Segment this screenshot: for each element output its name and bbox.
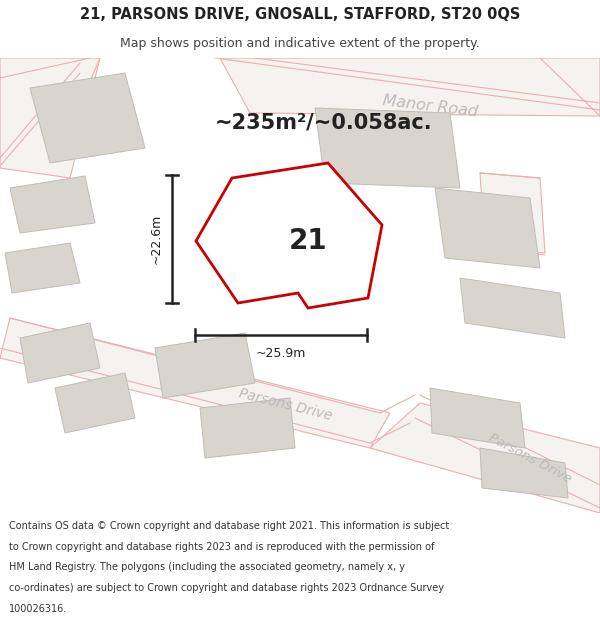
Polygon shape (220, 58, 600, 116)
Text: to Crown copyright and database rights 2023 and is reproduced with the permissio: to Crown copyright and database rights 2… (9, 541, 434, 551)
Polygon shape (30, 73, 145, 163)
Text: co-ordinates) are subject to Crown copyright and database rights 2023 Ordnance S: co-ordinates) are subject to Crown copyr… (9, 583, 444, 593)
Text: Manor Road: Manor Road (382, 92, 478, 119)
Polygon shape (370, 403, 600, 513)
Polygon shape (55, 373, 135, 433)
Polygon shape (480, 448, 568, 498)
Text: HM Land Registry. The polygons (including the associated geometry, namely x, y: HM Land Registry. The polygons (includin… (9, 562, 405, 572)
Polygon shape (200, 398, 295, 458)
Polygon shape (5, 243, 80, 293)
Polygon shape (435, 188, 540, 268)
Text: ~25.9m: ~25.9m (256, 347, 306, 360)
Polygon shape (10, 176, 95, 233)
Polygon shape (155, 333, 255, 398)
Polygon shape (0, 58, 100, 178)
Polygon shape (460, 278, 565, 338)
Polygon shape (0, 318, 390, 448)
Text: Contains OS data © Crown copyright and database right 2021. This information is : Contains OS data © Crown copyright and d… (9, 521, 449, 531)
Polygon shape (196, 163, 382, 308)
Text: 21, PARSONS DRIVE, GNOSALL, STAFFORD, ST20 0QS: 21, PARSONS DRIVE, GNOSALL, STAFFORD, ST… (80, 7, 520, 22)
Text: Map shows position and indicative extent of the property.: Map shows position and indicative extent… (120, 37, 480, 50)
Text: Parsons Drive: Parsons Drive (237, 387, 333, 423)
Polygon shape (315, 108, 460, 188)
Text: 21: 21 (289, 227, 328, 255)
Text: 100026316.: 100026316. (9, 604, 67, 614)
Text: ~235m²/~0.058ac.: ~235m²/~0.058ac. (215, 113, 433, 133)
Polygon shape (20, 323, 100, 383)
Polygon shape (430, 388, 525, 448)
Text: Parsons Drive: Parsons Drive (487, 431, 574, 485)
Text: ~22.6m: ~22.6m (150, 214, 163, 264)
Polygon shape (480, 173, 545, 253)
